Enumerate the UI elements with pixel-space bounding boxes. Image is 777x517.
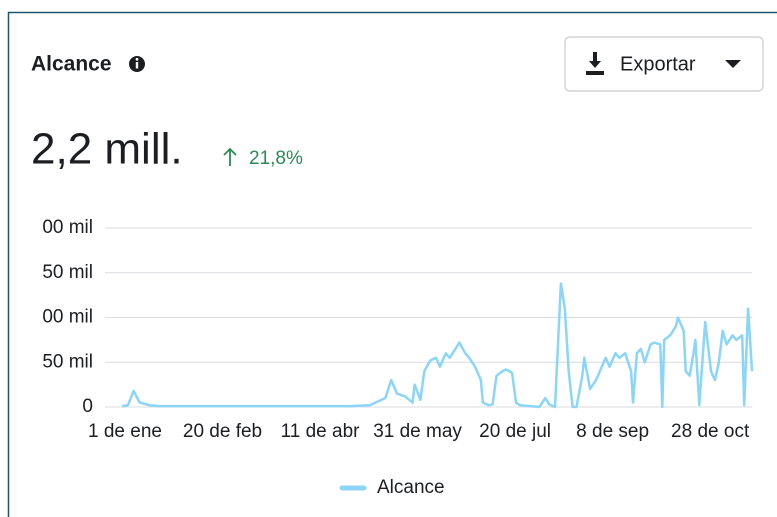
up-arrow xyxy=(223,147,237,166)
y-tick-label: 50 mil xyxy=(42,351,93,372)
x-tick-label: 11 de abr xyxy=(281,421,361,442)
y-tick-label: 00 mil xyxy=(42,217,93,238)
export-label: Exportar xyxy=(620,53,696,75)
x-tick-label: 1 de ene xyxy=(88,421,162,442)
y-tick-label: 50 mil xyxy=(42,262,93,283)
x-tick-label: 20 de feb xyxy=(183,421,262,442)
info-icon[interactable] xyxy=(129,56,145,72)
data-line xyxy=(121,282,754,409)
export-button[interactable]: Exportar xyxy=(564,36,764,92)
legend-label: Alcance xyxy=(377,477,445,498)
y-tick-label: 00 mil xyxy=(42,307,93,328)
metric-change: 21,8% xyxy=(249,148,303,169)
metric-value: 2,2 mill. xyxy=(31,125,183,174)
x-tick-label: 31 de may xyxy=(373,421,462,442)
x-tick-label: 8 de sep xyxy=(576,421,649,442)
card-title: Alcance xyxy=(31,53,112,76)
y-tick-label: 0 xyxy=(82,396,93,417)
x-tick-label: 28 de oct xyxy=(671,421,750,442)
x-tick-label: 20 de jul xyxy=(479,421,551,442)
